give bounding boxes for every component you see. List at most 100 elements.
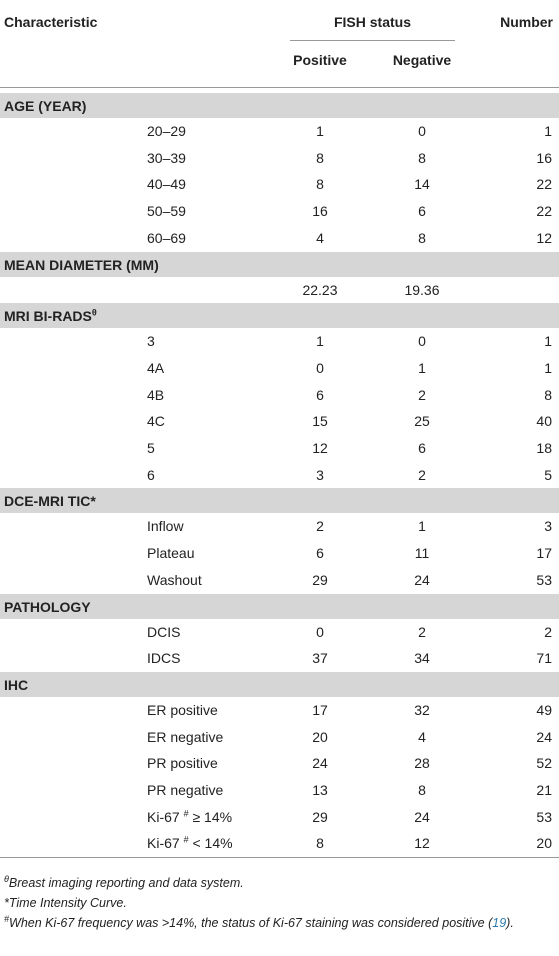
row-label-text: Washout [147, 571, 202, 588]
section-title-text: MRI BI-RADS [4, 308, 92, 325]
footnote: #When Ki-67 frequency was >14%, the stat… [4, 914, 556, 932]
cell-number: 22 [536, 176, 552, 193]
row-label-text: ≥ 14% [192, 808, 233, 825]
cell-negative: 32 [414, 701, 430, 718]
cell-number: 52 [536, 755, 552, 772]
section-title: DCE-MRI TIC* [4, 492, 96, 510]
cell-positive: 13 [312, 782, 328, 798]
cell-number: 49 [536, 701, 552, 718]
row-label-text: 6 [147, 466, 155, 483]
row-label-text: 4C [147, 413, 165, 430]
cell-number: 21 [536, 782, 552, 798]
section-title-text: IHC [4, 676, 29, 693]
cell-negative: 28 [414, 755, 430, 772]
row-label: Ki-67 # ≥ 14% [147, 808, 232, 826]
section-bar [0, 251, 559, 277]
section-bar [0, 488, 559, 514]
cell-number: 53 [536, 571, 552, 588]
cell-number: 20 [536, 835, 552, 852]
row-label: 5 [147, 439, 155, 457]
cell-positive: 22.23 [302, 281, 338, 298]
cell-positive: 4 [316, 229, 324, 246]
cell-negative: 2 [418, 466, 426, 483]
cell-positive: 12 [312, 440, 328, 456]
footnote-text: Breast imaging reporting and data system… [8, 876, 244, 891]
cell-number: 16 [536, 149, 552, 166]
cell-positive: 3 [316, 466, 324, 483]
cell-number: 71 [536, 650, 552, 667]
col-header: Positive [293, 52, 347, 68]
cell-number: 24 [536, 728, 552, 745]
row-label-text: 3 [147, 333, 155, 350]
cell-number: 40 [536, 413, 552, 430]
row-label-text: 60–69 [147, 229, 186, 246]
cell-positive: 37 [312, 650, 328, 667]
row-label: ER positive [147, 701, 218, 719]
section-bar [0, 593, 559, 619]
superscript: # [183, 808, 189, 819]
section-title-text: DCE-MRI TIC* [4, 493, 96, 510]
cell-positive: 0 [316, 359, 324, 376]
cell-positive: 0 [316, 623, 324, 640]
cell-positive: 8 [316, 149, 324, 166]
row-label-text: 30–39 [147, 149, 186, 166]
cell-number: 22 [536, 203, 552, 220]
cell-negative: 1 [418, 518, 426, 535]
section-title-text: PATHOLOGY [4, 598, 91, 615]
cell-negative: 0 [418, 333, 426, 350]
cell-positive: 29 [312, 571, 328, 588]
footnote-text: *Time Intensity Curve. [4, 896, 127, 911]
col-header: Characteristic [4, 14, 98, 30]
row-label-text: ER negative [147, 728, 224, 745]
cell-negative: 25 [414, 413, 430, 430]
cell-positive: 24 [312, 755, 328, 772]
row-label-text: 20–29 [147, 123, 186, 139]
cell-number: 1 [544, 123, 552, 139]
row-label: 30–39 [147, 149, 186, 167]
superscript: # [183, 834, 189, 845]
cell-number: 1 [544, 333, 552, 350]
cell-number: 8 [544, 386, 552, 403]
row-label-text: Inflow [147, 518, 184, 535]
cell-negative: 12 [414, 835, 430, 852]
row-label: 3 [147, 332, 155, 350]
cell-negative: 34 [414, 650, 430, 667]
rule [290, 40, 455, 41]
cell-positive: 16 [312, 203, 328, 220]
cell-number: 2 [544, 623, 552, 640]
cell-positive: 20 [312, 728, 328, 745]
footnote-text: When Ki-67 frequency was >14%, the statu… [9, 916, 493, 931]
row-label: 6 [147, 466, 155, 484]
cell-negative: 1 [418, 359, 426, 376]
row-label: 50–59 [147, 202, 186, 220]
row-label-text: ER positive [147, 701, 218, 718]
cell-negative: 19.36 [404, 281, 440, 298]
cell-positive: 6 [316, 545, 324, 562]
cell-negative: 8 [418, 782, 426, 798]
row-label: 4B [147, 386, 164, 404]
section-bar [0, 671, 559, 697]
cell-positive: 29 [312, 808, 328, 825]
row-label: 4C [147, 412, 165, 430]
section-title-text: AGE (YEAR) [4, 98, 87, 114]
row-label: 20–29 [147, 122, 186, 140]
row-label-text: Ki-67 [147, 808, 180, 825]
row-label-text: Ki-67 [147, 835, 180, 852]
row-label-text: 40–49 [147, 176, 186, 193]
row-label: IDCS [147, 649, 180, 667]
rule [0, 87, 559, 88]
cell-negative: 2 [418, 623, 426, 640]
cell-positive: 15 [312, 413, 328, 430]
cell-negative: 0 [418, 123, 426, 139]
section-title: IHC [4, 676, 28, 694]
row-label-text: IDCS [147, 650, 181, 667]
cell-negative: 24 [414, 571, 430, 588]
row-label-text: PR negative [147, 782, 224, 798]
cell-number: 3 [544, 518, 552, 535]
row-label: PR positive [147, 754, 218, 772]
cell-negative: 6 [418, 203, 426, 220]
cell-positive: 8 [316, 176, 324, 193]
row-label-text: PR positive [147, 755, 218, 772]
row-label: Ki-67 # < 14% [147, 834, 233, 852]
